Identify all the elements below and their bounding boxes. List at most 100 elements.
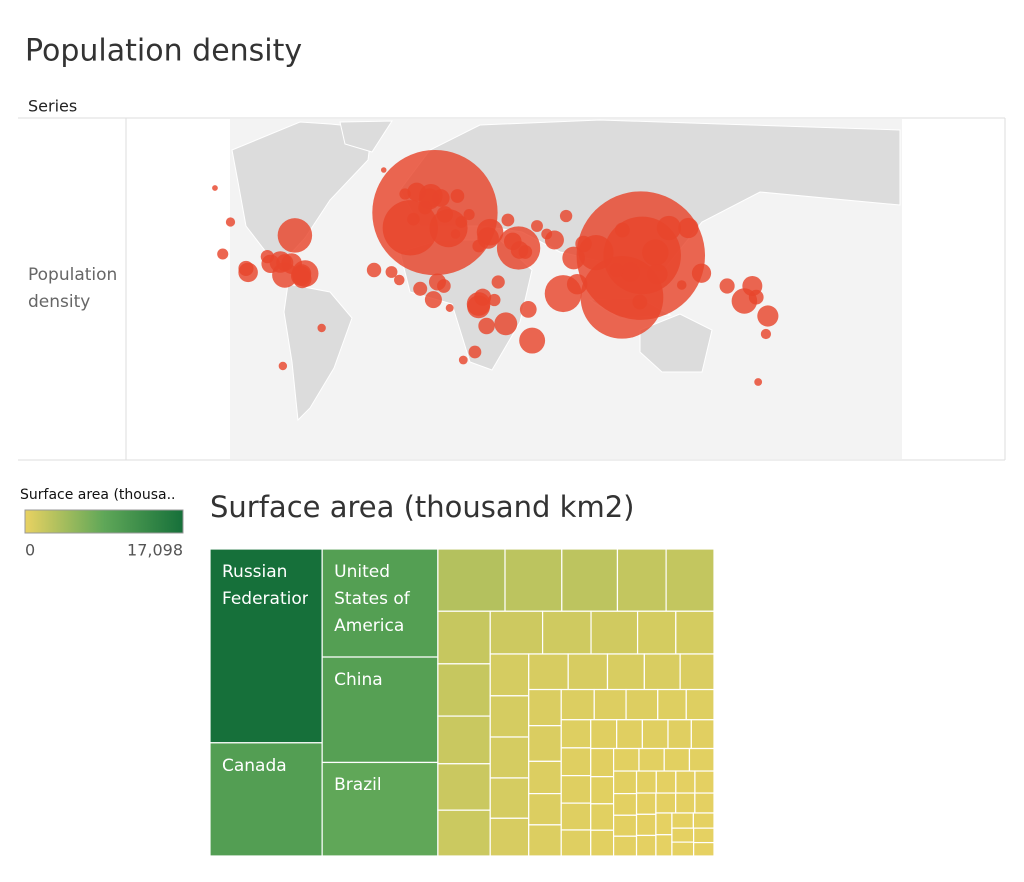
bubble (719, 278, 735, 294)
bubble (757, 305, 779, 327)
treemap-cell (671, 812, 694, 829)
bubble (293, 269, 312, 289)
bubble (445, 304, 454, 312)
treemap-cell (560, 829, 592, 857)
treemap-label: Brazil (334, 775, 382, 796)
legend-bar (24, 509, 184, 534)
bubble (609, 262, 624, 278)
treemap-cell (616, 548, 667, 612)
treemap-cell (612, 835, 638, 857)
map (212, 119, 902, 459)
bubble (656, 215, 682, 241)
series-header: Series (28, 97, 77, 116)
treemap-label-box: United States of America (334, 562, 410, 636)
bubble (760, 328, 772, 340)
treemap-label: Canada (222, 755, 287, 776)
treemap-cell (489, 610, 544, 655)
bubble (212, 185, 218, 191)
treemap-cell (688, 747, 715, 772)
legend-tick-label: 17,098 (127, 541, 183, 560)
treemap-cell (489, 736, 530, 779)
treemap-label: United States of America (334, 562, 410, 636)
treemap-cell (663, 747, 691, 772)
treemap-cell (541, 610, 592, 655)
bubble (691, 263, 712, 283)
treemap-cell (657, 688, 687, 721)
legend-title: Surface area (thousa.. (20, 487, 176, 503)
bubble (407, 212, 420, 226)
bubble (418, 200, 432, 215)
treemap-cell (561, 548, 619, 612)
treemap-cell (528, 653, 569, 691)
bubble (436, 206, 454, 223)
treemap-cell (612, 747, 640, 772)
bubble (494, 312, 518, 336)
north-america (231, 121, 373, 263)
bubble (399, 188, 411, 200)
treemap-cell (694, 792, 715, 814)
treemap-cell (504, 548, 563, 612)
bubble (575, 235, 592, 253)
australia (639, 313, 713, 373)
treemap-cell (209, 742, 323, 857)
treemap-cell (635, 834, 657, 857)
bubble (491, 275, 505, 289)
treemap-cell (671, 827, 695, 843)
treemap-cell (692, 812, 715, 829)
treemap-cell (671, 841, 695, 857)
bubble (450, 229, 461, 239)
bubble (646, 263, 668, 285)
treemap-cell (643, 653, 681, 691)
bubble (642, 239, 669, 266)
bubble (519, 327, 546, 354)
treemap-cell (655, 770, 677, 794)
treemap-cell (560, 719, 592, 749)
bubble (278, 361, 288, 371)
treemap-label-box: China (334, 670, 383, 691)
treemap-cell (593, 688, 627, 721)
treemap-cell (437, 663, 491, 717)
south-america (283, 283, 353, 422)
treemap-cell (437, 763, 491, 811)
treemap-cell (437, 610, 491, 665)
treemap-cell (437, 809, 491, 857)
treemap-cell (636, 610, 677, 655)
treemap-cell (590, 719, 618, 750)
bubble (217, 248, 229, 260)
bubble (455, 216, 468, 228)
treemap-cell (679, 653, 715, 691)
bubble (393, 274, 405, 286)
treemap-cell (690, 719, 715, 750)
bubble (488, 293, 501, 307)
bubble (450, 189, 465, 203)
treemap-cell (693, 827, 715, 844)
bubble (238, 260, 254, 276)
treemap-cell (489, 777, 530, 819)
treemap-cell (590, 610, 639, 655)
treemap-cell (560, 747, 592, 777)
treemap-cell (612, 814, 638, 837)
bubble (260, 249, 274, 264)
treemap-cell (665, 548, 715, 612)
treemap-cell (528, 760, 562, 795)
bubble (518, 245, 533, 259)
bubble (468, 345, 482, 359)
treemap-label-box: Russian Federation (222, 562, 308, 609)
map-title: Population density (25, 34, 302, 69)
treemap-cell (675, 792, 696, 814)
bubble (676, 280, 687, 290)
treemap-cell (693, 841, 715, 857)
treemap-label: China (334, 670, 383, 691)
treemap-cell (694, 770, 715, 794)
treemap-cell (616, 719, 643, 750)
treemap-cell (489, 695, 530, 738)
treemap-cell (489, 817, 530, 857)
treemap-cell (528, 824, 562, 857)
bubble (559, 209, 573, 223)
treemap-cell (667, 719, 692, 750)
bubble (748, 289, 764, 305)
bubble (519, 301, 537, 318)
treemap-cell (528, 793, 562, 826)
bubble (424, 291, 442, 309)
